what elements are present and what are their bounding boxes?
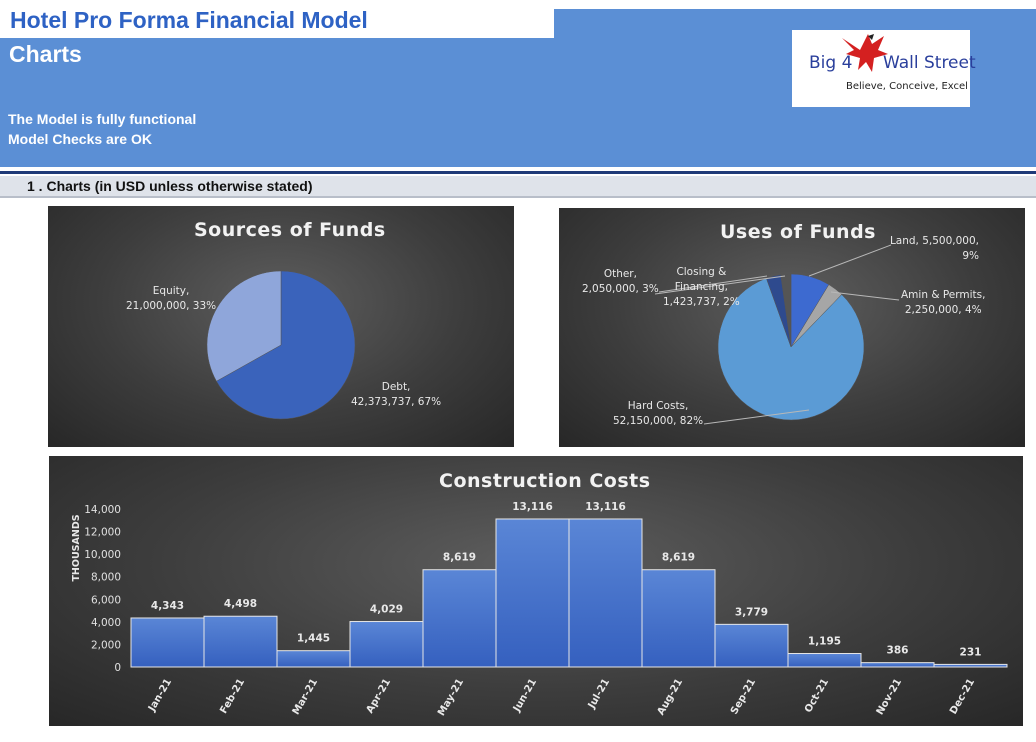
y-tick-label: 4,000 [91,617,121,629]
x-tick-label: Oct-21 [803,677,831,715]
model-checks-text: Model Checks are OK [8,131,152,147]
equity-slice [206,270,282,382]
x-tick-label: Nov-21 [875,677,904,717]
closing-leader-line [654,275,786,295]
y-tick-label: 14,000 [84,504,121,516]
x-tick-label: Dec-21 [948,677,977,716]
bar-oct-21 [787,653,862,668]
construction-bar-svg: THOUSANDS 0 2,000 4,000 6,000 8,000 10,000 12,… [71,501,1008,718]
chart-title: Uses of Funds [720,221,876,243]
sources-of-funds-chart: Sources of Funds Equity, 21,000,000, 33%… [48,206,514,447]
y-tick-label: 10,000 [84,549,121,561]
closing-label-value: 1,423,737, 2% [663,296,740,308]
other-label: Other, 2,050,000, 3% [582,267,659,297]
bar-sep-21 [714,623,789,668]
closing-label-name: Closing & [676,266,727,278]
land-label-detail: 9% [962,250,979,262]
bar-apr-21 [349,621,424,668]
page-subtitle: Charts [9,41,82,67]
bar-value-label: 1,445 [297,633,330,645]
bar-value-label: 3,779 [735,606,768,618]
logo-text-right: Wall Street [883,53,976,73]
x-tick-label: Jun-21 [511,677,539,715]
hardcosts-leader-line [703,409,810,425]
x-tick-label: Feb-21 [218,677,247,716]
page-title: Hotel Pro Forma Financial Model [10,7,368,33]
x-tick-label: Jul-21 [586,677,612,711]
debt-label-name: Debt, [381,381,411,393]
permits-leader-line [830,291,900,301]
equity-label-name: Equity, [152,285,190,297]
y-tick-label: 2,000 [91,639,121,651]
closing-label: Closing & Financing, 1,423,737, 2% [663,265,740,310]
debt-label-detail: 42,373,737, 67% [351,396,442,408]
other-leader-line [658,275,768,293]
y-tick-label: 0 [114,662,121,674]
bar-value-label: 1,195 [808,636,841,648]
equity-label: Equity, 21,000,000, 33% [126,284,216,314]
hardcosts-label-name: Hard Costs, [627,400,689,412]
section-bar [0,176,1036,198]
logo-text-left: Big 4 [809,53,853,73]
x-tick-label: Mar-21 [291,677,320,717]
land-label: Land, 5,500,000, 9% [889,234,979,264]
section-heading: 1 . Charts (in USD unless otherwise stat… [27,178,313,194]
eagle-icon [842,34,888,72]
y-tick-label: 6,000 [91,594,121,606]
y-tick-label: 12,000 [84,527,121,539]
bar-value-label: 8,619 [443,552,476,564]
permits-label-detail: 2,250,000, 4% [904,304,982,316]
uses-pie-svg [654,244,900,425]
land-label-name: Land, 5,500,000, [889,235,979,247]
hardcosts-label: Hard Costs, 52,150,000, 82% [613,399,703,429]
chart-title: Sources of Funds [194,219,386,241]
x-tick-label: Jan-21 [146,677,174,714]
uses-of-funds-chart: Uses of Funds Land, 5,500,000, 9% Amin &… [559,208,1025,447]
x-tick-label: Aug-21 [656,677,686,717]
debt-label: Debt, 42,373,737, 67% [351,380,441,410]
other-label-detail: 2,050,000, 3% [582,283,659,295]
sources-pie-svg [206,270,356,420]
bar-feb-21 [203,615,278,668]
closing-label-detail: Financing, [674,281,729,293]
y-tick-label: 8,000 [91,572,121,584]
other-label-name: Other, [603,268,637,280]
bar-value-label: 231 [960,646,982,658]
bar-jan-21 [130,617,205,668]
permits-label: Amin & Permits, 2,250,000, 4% [901,288,985,318]
x-tick-label: Apr-21 [365,677,393,715]
model-status-text: The Model is fully functional [8,111,197,127]
bar-value-label: 8,619 [662,552,695,564]
equity-label-detail: 21,000,000, 33% [126,300,217,312]
bar-value-label: 4,498 [224,598,257,610]
y-axis-label: THOUSANDS [71,514,82,581]
bar-dec-21 [933,663,1008,668]
chart-title: Construction Costs [439,470,651,492]
hard-costs-slice [717,277,865,421]
section-divider [0,171,1036,174]
closing-financing-slice [780,273,792,348]
land-leader-line [808,244,892,277]
bar-value-label: 4,029 [370,604,403,616]
bar-mar-21 [276,650,351,668]
bar-value-label: 13,116 [585,501,626,513]
construction-costs-chart: Construction Costs THOUSANDS 0 2,000 4,000… [49,456,1023,726]
x-tick-label: Sep-21 [729,677,758,716]
bar-value-label: 386 [887,645,909,657]
debt-slice [216,270,356,420]
hardcosts-label-detail: 52,150,000, 82% [613,415,704,427]
bar-value-label: 4,343 [151,600,184,612]
bar-jun-21 [495,518,570,668]
logo-tagline: Believe, Conceive, Excel [846,81,968,92]
bar-aug-21 [641,569,716,668]
x-tick-label: May-21 [436,677,466,718]
permits-label-name: Amin & Permits, [901,289,986,301]
bar-may-21 [422,569,497,668]
bar-jul-21 [568,518,643,668]
bar-nov-21 [860,662,935,668]
bar-value-label: 13,116 [512,501,553,513]
